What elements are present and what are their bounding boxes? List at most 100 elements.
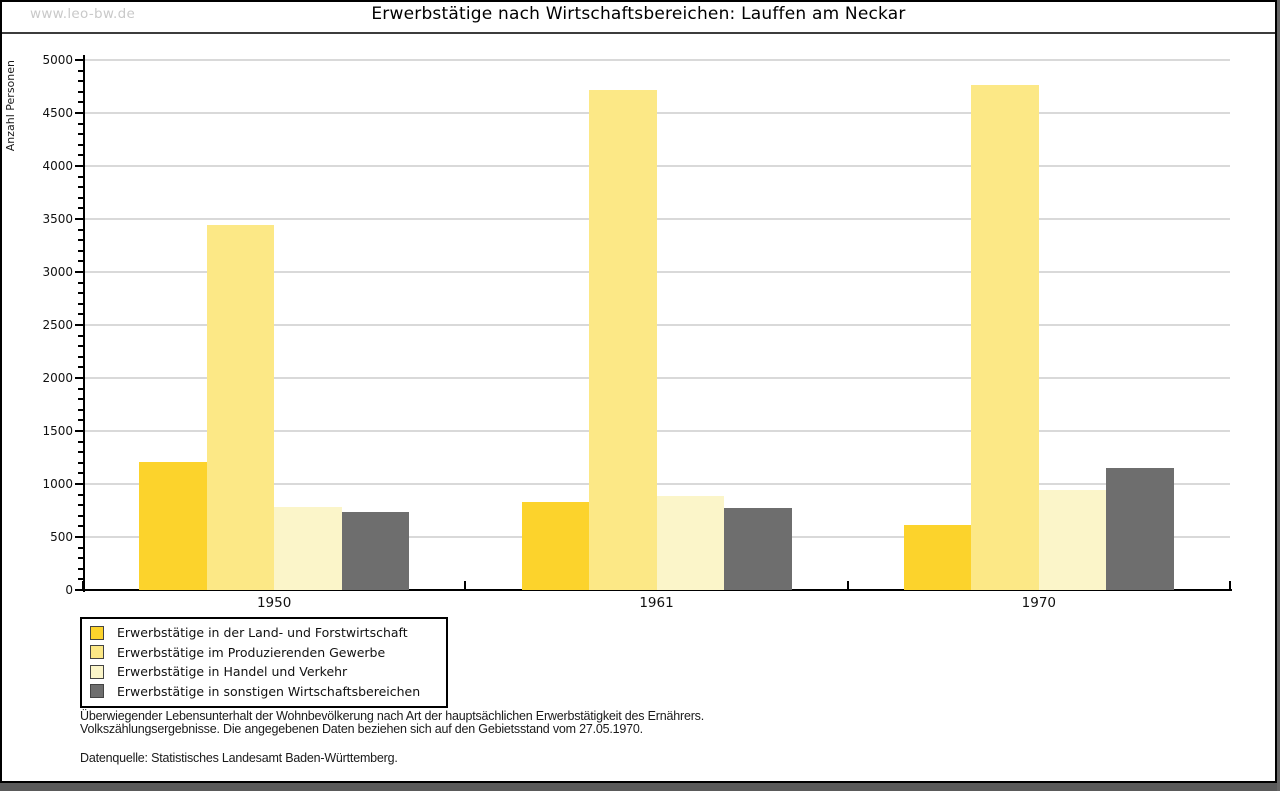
gridline-4000 xyxy=(83,165,1230,167)
y-tick-label-3000: 3000 xyxy=(42,265,73,279)
gridline-2500 xyxy=(83,324,1230,326)
legend-swatch-2 xyxy=(90,664,104,679)
y-tick-4200 xyxy=(78,143,83,146)
page-shadow-right xyxy=(1277,0,1280,791)
y-tick-1200 xyxy=(78,461,83,464)
legend-label-3: Erwerbstätige in sonstigen Wirtschaftsbe… xyxy=(117,683,421,699)
footnote-line-2: Volkszählungsergebnisse. Die angegebenen… xyxy=(80,722,643,736)
y-tick-4000 xyxy=(75,165,83,167)
y-tick-1600 xyxy=(78,419,83,422)
y-tick-1800 xyxy=(78,398,83,401)
bar-1961-series-1 xyxy=(589,89,657,590)
x-boundary-tick-2 xyxy=(846,581,849,589)
y-tick-600 xyxy=(78,525,83,528)
y-tick-2500 xyxy=(75,324,83,326)
x-category-label-1970: 1970 xyxy=(1021,595,1056,611)
watermark-leo-bw: www.leo-bw.de xyxy=(30,6,136,22)
y-tick-4600 xyxy=(78,101,83,104)
y-tick-label-0: 0 xyxy=(65,583,73,597)
y-tick-label-2500: 2500 xyxy=(42,318,73,332)
y-tick-1000 xyxy=(75,483,83,485)
legend-box: Erwerbstätige in der Land- und Forstwirt… xyxy=(80,617,448,708)
header-divider xyxy=(2,32,1275,34)
y-tick-100 xyxy=(78,578,83,581)
y-tick-2700 xyxy=(78,302,83,305)
x-category-label-1961: 1961 xyxy=(639,595,674,611)
bar-1970-series-0 xyxy=(903,525,972,590)
y-tick-1100 xyxy=(78,472,83,475)
y-tick-4300 xyxy=(78,133,83,136)
y-tick-3000 xyxy=(75,271,83,273)
y-axis-line xyxy=(83,55,85,592)
y-tick-400 xyxy=(78,546,83,549)
bar-1961-series-0 xyxy=(521,502,589,590)
y-tick-300 xyxy=(78,557,83,560)
bar-1950-series-2 xyxy=(274,507,342,590)
page-shadow-bottom xyxy=(0,783,1277,791)
y-tick-4800 xyxy=(78,80,83,83)
y-tick-4400 xyxy=(78,122,83,125)
y-tick-1500 xyxy=(75,430,83,432)
gridline-3000 xyxy=(83,271,1230,273)
y-tick-2400 xyxy=(78,334,83,337)
legend-row-0: Erwerbstätige in der Land- und Forstwirt… xyxy=(90,623,438,643)
y-tick-label-5000: 5000 xyxy=(42,53,73,67)
y-tick-3400 xyxy=(78,228,83,231)
y-tick-4700 xyxy=(78,90,83,93)
legend-label-1: Erwerbstätige im Produzierenden Gewerbe xyxy=(117,644,386,660)
y-tick-label-4500: 4500 xyxy=(42,106,73,120)
bar-1970-series-1 xyxy=(971,85,1039,590)
y-tick-2800 xyxy=(78,292,83,295)
legend-row-2: Erwerbstätige in Handel und Verkehr xyxy=(90,662,438,682)
y-tick-1900 xyxy=(78,387,83,390)
x-axis-line xyxy=(83,589,1232,591)
y-tick-1300 xyxy=(78,451,83,454)
x-boundary-tick-0 xyxy=(82,581,84,589)
legend-swatch-1 xyxy=(90,645,104,660)
y-tick-0 xyxy=(75,589,83,591)
bar-1950-series-0 xyxy=(139,461,207,590)
y-tick-4100 xyxy=(78,154,83,157)
bar-1970-series-3 xyxy=(1106,468,1174,590)
legend-label-2: Erwerbstätige in Handel und Verkehr xyxy=(117,664,348,680)
y-tick-4900 xyxy=(78,69,83,72)
y-tick-label-1500: 1500 xyxy=(42,424,73,438)
bar-1970-series-2 xyxy=(1038,490,1107,590)
y-tick-3500 xyxy=(75,218,83,220)
chart-title: Erwerbstätige nach Wirtschaftsbereichen:… xyxy=(371,4,906,24)
bar-1961-series-3 xyxy=(724,508,792,590)
legend-row-1: Erwerbstätige im Produzierenden Gewerbe xyxy=(90,643,438,663)
footnote-source: Datenquelle: Statistisches Landesamt Bad… xyxy=(80,751,398,765)
x-boundary-tick-1 xyxy=(464,581,467,589)
gridline-1000 xyxy=(83,483,1230,485)
y-tick-3800 xyxy=(78,186,83,189)
y-tick-2900 xyxy=(78,281,83,284)
legend-swatch-0 xyxy=(90,625,104,640)
y-tick-5000 xyxy=(75,59,83,61)
y-tick-1700 xyxy=(78,408,83,411)
y-tick-800 xyxy=(78,504,83,507)
y-tick-label-3500: 3500 xyxy=(42,212,73,226)
y-tick-3300 xyxy=(78,239,83,242)
y-tick-2300 xyxy=(78,345,83,348)
gridline-3500 xyxy=(83,218,1230,220)
footnote-line-1: Überwiegender Lebensunterhalt der Wohnbe… xyxy=(80,709,704,723)
legend-swatch-3 xyxy=(90,684,104,699)
y-tick-label-2000: 2000 xyxy=(42,371,73,385)
gridline-2000 xyxy=(83,377,1230,379)
y-tick-label-4000: 4000 xyxy=(42,159,73,173)
y-tick-3200 xyxy=(78,249,83,252)
bar-1950-series-1 xyxy=(206,225,275,590)
gridline-4500 xyxy=(83,112,1230,114)
y-axis-label: Anzahl Personen xyxy=(4,60,17,152)
y-tick-2200 xyxy=(78,355,83,358)
y-tick-3900 xyxy=(78,175,83,178)
y-tick-2100 xyxy=(78,366,83,369)
bar-1961-series-2 xyxy=(656,495,724,590)
y-tick-3700 xyxy=(78,196,83,199)
y-tick-700 xyxy=(78,514,83,517)
y-tick-200 xyxy=(78,567,83,570)
y-tick-3100 xyxy=(78,260,83,263)
x-boundary-tick-3 xyxy=(1229,581,1231,589)
